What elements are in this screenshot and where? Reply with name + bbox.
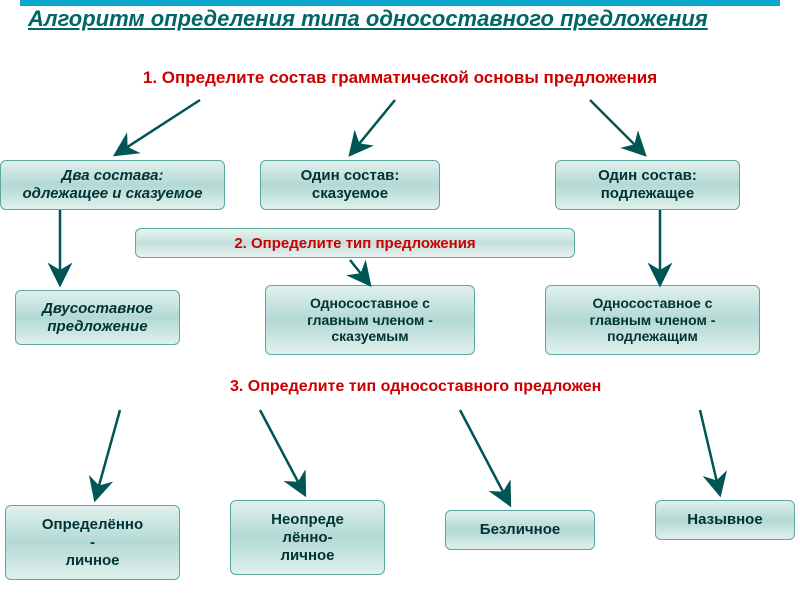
box-one-part-subject: Односоставное сглавным членом -подлежащи… bbox=[545, 285, 760, 355]
box-nominal: Назывное bbox=[655, 500, 795, 540]
box-impersonal: Безличное bbox=[445, 510, 595, 550]
page-title: Алгоритм определения типа односоставного… bbox=[28, 6, 708, 32]
box-one-predicate: Один состав:сказуемое bbox=[260, 160, 440, 210]
step-3: 3. Определите тип односоставного предлож… bbox=[230, 378, 800, 396]
box-one-subject: Один состав:подлежащее bbox=[555, 160, 740, 210]
step-1: 1. Определите состав грамматической осно… bbox=[0, 68, 800, 88]
box-two-parts: Два состава:одлежащее и сказуемое bbox=[0, 160, 225, 210]
step-2: 2. Определите тип предложения bbox=[135, 228, 575, 258]
box-one-part-predicate: Односоставное сглавным членом -сказуемым bbox=[265, 285, 475, 355]
box-two-part-sentence: Двусоставноепредложение bbox=[15, 290, 180, 345]
box-definite-personal: Определённо-личное bbox=[5, 505, 180, 580]
box-indefinite-personal: Неопределённо-личное bbox=[230, 500, 385, 575]
